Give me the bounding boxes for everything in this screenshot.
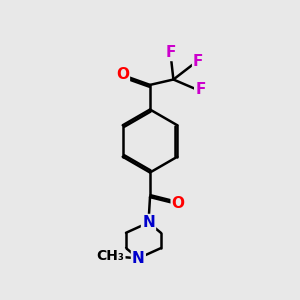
Text: O: O xyxy=(172,196,185,211)
Text: N: N xyxy=(132,251,145,266)
Text: F: F xyxy=(193,54,203,69)
Text: N: N xyxy=(142,215,155,230)
Text: N: N xyxy=(142,215,155,230)
Text: F: F xyxy=(195,82,206,98)
Text: O: O xyxy=(116,67,129,82)
Text: CH₃: CH₃ xyxy=(97,249,124,263)
Text: F: F xyxy=(166,45,176,60)
